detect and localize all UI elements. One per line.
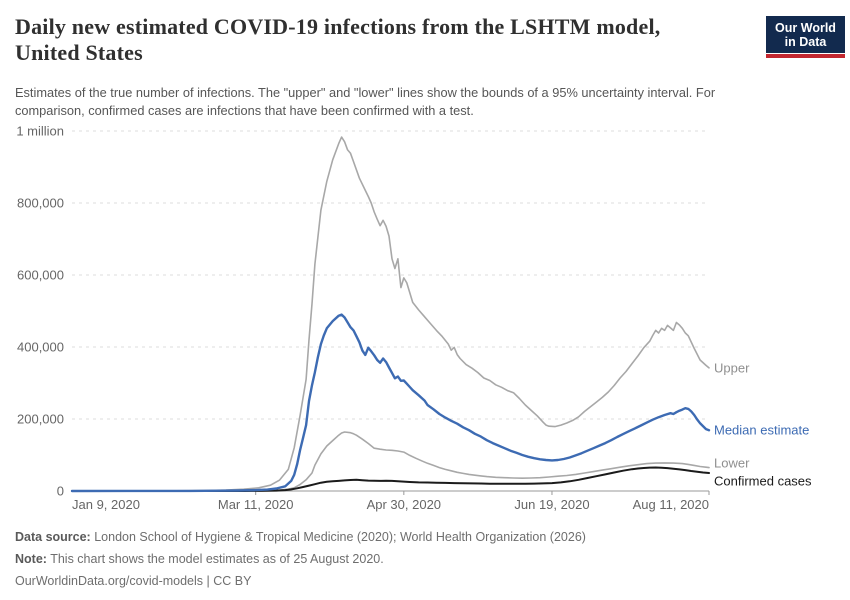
owid-logo[interactable]: Our World in Data <box>766 16 845 53</box>
x-axis-tick-label: Jun 19, 2020 <box>514 497 589 512</box>
x-axis-tick-label: Mar 11, 2020 <box>218 497 294 512</box>
series-label-confirmed-cases: Confirmed cases <box>714 474 812 489</box>
footer-datasource-text: London School of Hygiene & Tropical Medi… <box>94 530 586 544</box>
y-axis-tick-label: 0 <box>57 484 64 499</box>
series-label-upper: Upper <box>714 361 750 376</box>
x-axis-tick-label: Aug 11, 2020 <box>633 497 709 512</box>
footer-note: Note: This chart shows the model estimat… <box>15 548 835 570</box>
footer-note-text: This chart shows the model estimates as … <box>50 552 384 566</box>
footer-note-label: Note: <box>15 552 47 566</box>
footer-datasource-label: Data source: <box>15 530 91 544</box>
y-axis-tick-label: 800,000 <box>17 196 64 211</box>
x-axis-tick-label: Jan 9, 2020 <box>72 497 140 512</box>
chart-subtitle: Estimates of the true number of infectio… <box>15 85 716 118</box>
y-axis-tick-label: 600,000 <box>17 268 64 283</box>
series-line-lower <box>71 431 710 492</box>
footer-datasource: Data source: London School of Hygiene & … <box>15 526 835 548</box>
x-axis-tick-label: Apr 30, 2020 <box>367 497 441 512</box>
chart-footer: Data source: London School of Hygiene & … <box>15 526 835 592</box>
series-line-upper <box>71 136 710 492</box>
owid-logo-line1: Our World <box>775 21 836 35</box>
series-label-median-estimate: Median estimate <box>714 423 809 438</box>
series-line-median-estimate <box>70 313 711 493</box>
owid-logo-red-bar <box>766 54 845 58</box>
y-axis-tick-label: 1 million <box>16 124 64 139</box>
series-line-confirmed-cases <box>71 466 710 492</box>
chart-title: Daily new estimated COVID-19 infections … <box>15 14 661 65</box>
footer-license[interactable]: OurWorldinData.org/covid-models | CC BY <box>15 574 252 588</box>
series-label-lower: Lower <box>714 456 750 471</box>
owid-logo-line2: in Data <box>784 35 827 49</box>
y-axis-tick-label: 200,000 <box>17 412 64 427</box>
y-axis-tick-label: 400,000 <box>17 340 64 355</box>
